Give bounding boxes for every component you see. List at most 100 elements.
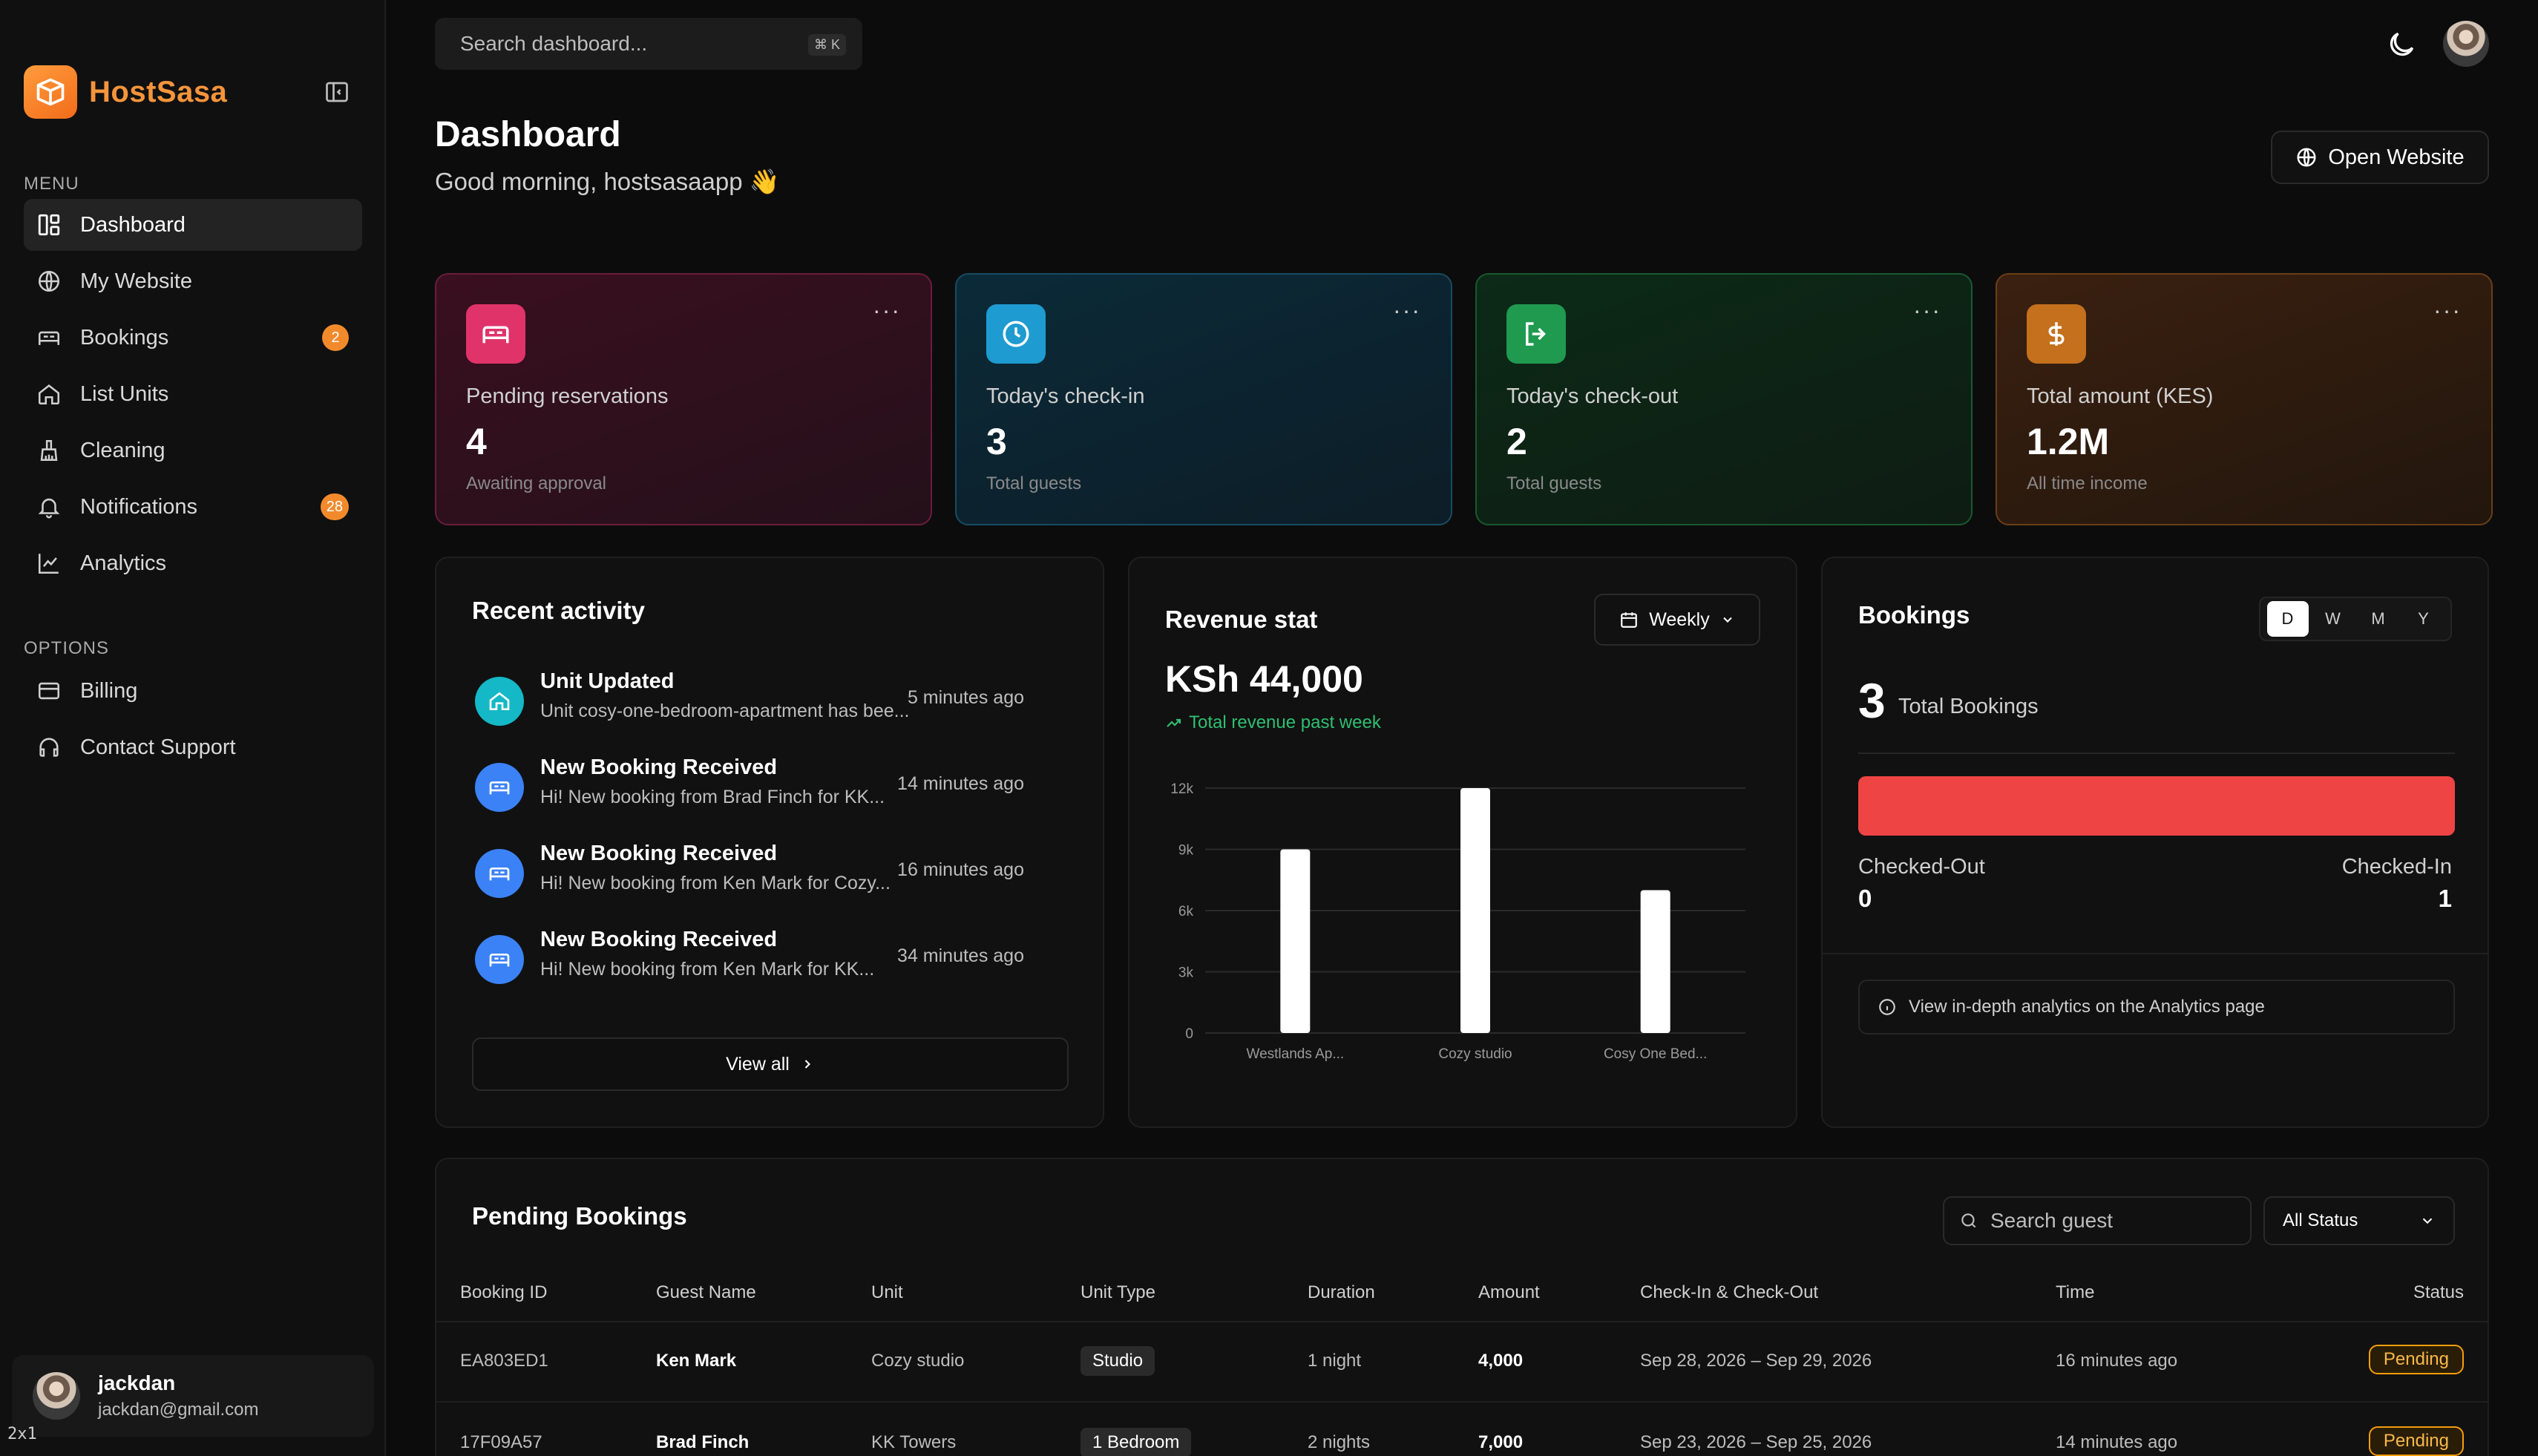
time-cell: 16 minutes ago [2056, 1351, 2178, 1371]
guest-search-input[interactable]: Search guest [1943, 1196, 2252, 1245]
unit-cell: Cozy studio [871, 1351, 965, 1371]
dates-cell: Sep 28, 2026 – Sep 29, 2026 [1640, 1351, 1872, 1371]
sidebar-item-my-website[interactable]: My Website [24, 255, 362, 307]
segment-month[interactable]: M [2371, 609, 2385, 628]
total-bookings-label: Total Bookings [1898, 695, 2039, 718]
status-filter-select[interactable]: All Status [2263, 1196, 2455, 1245]
stat-label: Pending reservations [466, 384, 669, 408]
bar [1640, 890, 1670, 1033]
stat-subtext: Awaiting approval [466, 473, 607, 493]
pending-bookings-panel: Pending Bookings Search guest All Status… [435, 1158, 2489, 1456]
list-item[interactable]: New Booking Received Hi! New booking fro… [475, 842, 1024, 908]
y-tick-label: 6k [1178, 904, 1194, 919]
sidebar-item-dashboard[interactable]: Dashboard [24, 199, 362, 251]
column-header-duration[interactable]: Duration [1308, 1282, 1375, 1302]
sidebar-item-label: List Units [80, 381, 169, 406]
user-profile-card[interactable]: jackdan jackdan@gmail.com [12, 1355, 374, 1437]
clock-icon [986, 304, 1046, 364]
sidebar-item-label: Dashboard [80, 212, 186, 237]
column-header-amount[interactable]: Amount [1478, 1282, 1540, 1302]
more-options-icon[interactable]: ··· [873, 297, 901, 324]
period-select[interactable]: Weekly [1594, 594, 1760, 646]
x-tick-label: Cosy One Bed... [1604, 1046, 1707, 1062]
sidebar-item-contact-support[interactable]: Contact Support [24, 721, 362, 773]
sidebar-item-analytics[interactable]: Analytics [24, 537, 362, 589]
home-icon [475, 677, 524, 726]
dates-cell: Sep 23, 2026 – Sep 25, 2026 [1640, 1432, 1872, 1452]
column-header-booking-id[interactable]: Booking ID [460, 1282, 548, 1302]
bar [1280, 849, 1311, 1033]
stat-subtext: Total guests [1506, 473, 1602, 493]
activity-title: New Booking Received [540, 842, 778, 865]
activity-description: Hi! New booking from Ken Mark for Cozy..… [540, 873, 891, 893]
recent-activity-panel: Recent activity Unit Updated Unit cosy-o… [435, 557, 1104, 1128]
bookings-panel: Bookings D W M Y 3 Total Bookings Checke… [1821, 557, 2489, 1128]
search-icon [1959, 1211, 1978, 1230]
guest-name-cell: Ken Mark [656, 1351, 737, 1371]
view-all-button[interactable]: View all [472, 1037, 1069, 1091]
more-options-icon[interactable]: ··· [2433, 297, 2462, 324]
revenue-value: KSh 44,000 [1165, 658, 1363, 700]
stat-value: 4 [466, 421, 487, 462]
list-item[interactable]: New Booking Received Hi! New booking fro… [475, 928, 1024, 994]
activity-time: 5 minutes ago [907, 687, 1024, 708]
column-header-unit-type[interactable]: Unit Type [1081, 1282, 1155, 1302]
sidebar-item-cleaning[interactable]: Cleaning [24, 424, 362, 476]
x-tick-label: Cozy studio [1438, 1046, 1512, 1062]
column-header-guest-name[interactable]: Guest Name [656, 1282, 756, 1302]
column-header-time[interactable]: Time [2056, 1282, 2095, 1302]
sidebar-collapse-icon[interactable] [324, 79, 350, 105]
sidebar-item-notifications[interactable]: Notifications 28 [24, 481, 362, 533]
booking-id-cell: 17F09A57 [460, 1432, 542, 1452]
column-header-status[interactable]: Status [2413, 1282, 2464, 1302]
bed-icon [36, 324, 62, 351]
revenue-title: Revenue stat [1165, 606, 1318, 633]
unit-type-chip: Studio [1081, 1346, 1155, 1376]
divider [1858, 752, 2455, 754]
activity-title: Unit Updated [540, 669, 675, 693]
brand-name: HostSasa [89, 75, 228, 108]
segment-day[interactable]: D [2266, 601, 2309, 637]
segment-year[interactable]: Y [2418, 609, 2429, 628]
list-item[interactable]: New Booking Received Hi! New booking fro… [475, 755, 1024, 822]
sidebar-item-bookings[interactable]: Bookings 2 [24, 312, 362, 364]
activity-title: New Booking Received [540, 755, 778, 779]
moon-icon[interactable] [2385, 28, 2418, 61]
amount-cell: 7,000 [1478, 1432, 1524, 1452]
brand[interactable]: HostSasa [24, 65, 227, 119]
avatar[interactable] [2443, 21, 2489, 67]
headset-icon [36, 734, 62, 761]
y-tick-label: 0 [1185, 1026, 1193, 1042]
analytics-link[interactable]: View in-depth analytics on the Analytics… [1858, 980, 2455, 1034]
checked-out-label: Checked-Out [1858, 855, 1985, 879]
stat-card-check-out: ··· Today's check-out 2 Total guests [1475, 273, 1973, 525]
sidebar-item-billing[interactable]: Billing [24, 665, 362, 717]
pending-bookings-title: Pending Bookings [472, 1202, 687, 1230]
more-options-icon[interactable]: ··· [1393, 297, 1421, 324]
list-item[interactable]: Unit Updated Unit cosy-one-bedroom-apart… [475, 669, 1024, 736]
status-filter-label: All Status [2283, 1210, 2358, 1230]
stat-label: Today's check-in [986, 384, 1145, 408]
notifications-count-badge: 28 [320, 493, 349, 520]
unit-cell: KK Towers [871, 1432, 957, 1452]
column-header-dates[interactable]: Check-In & Check-Out [1640, 1282, 1819, 1302]
column-header-unit[interactable]: Unit [871, 1282, 903, 1302]
broom-icon [36, 437, 62, 464]
info-icon [1878, 997, 1897, 1017]
open-website-button[interactable]: Open Website [2271, 131, 2489, 184]
duration-cell: 2 nights [1308, 1432, 1371, 1452]
sidebar-item-list-units[interactable]: List Units [24, 368, 362, 420]
dashboard-search-input[interactable]: Search dashboard... ⌘ K [435, 18, 862, 70]
analytics-note-label: View in-depth analytics on the Analytics… [1909, 997, 2265, 1017]
stat-card-pending: ··· Pending reservations 4 Awaiting appr… [435, 273, 932, 525]
more-options-icon[interactable]: ··· [1913, 297, 1941, 324]
stat-subtext: Total guests [986, 473, 1082, 493]
divider [1823, 953, 2488, 954]
trending-up-icon [1165, 714, 1183, 732]
activity-time: 16 minutes ago [897, 859, 1024, 880]
activity-title: New Booking Received [540, 928, 778, 951]
dashboard-icon [36, 211, 62, 238]
bookings-title: Bookings [1858, 601, 1970, 629]
segment-week[interactable]: W [2325, 609, 2341, 628]
stat-value: 1.2M [2027, 421, 2110, 462]
